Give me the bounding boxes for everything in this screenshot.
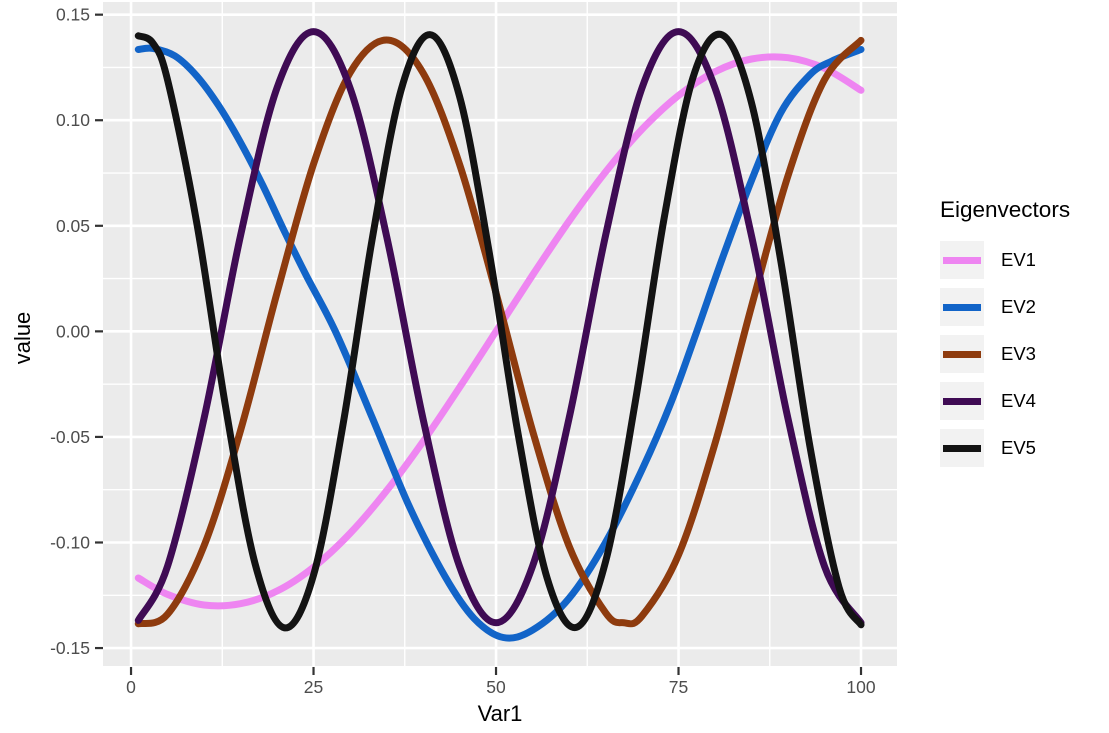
x-tick-label: 0 [126, 677, 136, 697]
series-line-EV5 [134, 30, 865, 632]
legend-key-EV4 [940, 382, 984, 420]
y-tick-label: -0.15 [50, 638, 90, 658]
legend-label-EV4: EV4 [1001, 390, 1036, 411]
legend-key-line-EV2 [943, 303, 981, 311]
y-tick-label: 0.00 [56, 321, 90, 341]
x-tick-label: 50 [486, 677, 506, 697]
legend-label-EV5: EV5 [1001, 437, 1036, 458]
y-tick-label: 0.15 [56, 5, 90, 25]
legend-item-EV3: EV3 [940, 335, 1070, 373]
legend-key-line-EV3 [943, 350, 981, 358]
legend-key-EV3 [940, 335, 984, 373]
y-tick-label: 0.10 [56, 110, 90, 130]
x-tick-label: 25 [304, 677, 323, 697]
y-tick-label: -0.10 [50, 532, 90, 552]
series-line-EV2 [134, 44, 865, 642]
y-axis-title: value [10, 311, 35, 365]
legend-key-line-EV5 [943, 444, 981, 452]
x-tick-label: 100 [846, 677, 875, 697]
series-line-EV4 [134, 28, 865, 627]
legend-item-EV1: EV1 [940, 241, 1070, 279]
legend-item-EV4: EV4 [940, 382, 1070, 420]
legend-item-EV5: EV5 [940, 429, 1070, 467]
legend-key-EV5 [940, 429, 984, 467]
legend-item-EV2: EV2 [940, 288, 1070, 326]
x-tick-label: 75 [669, 677, 688, 697]
legend-key-line-EV1 [943, 256, 981, 264]
legend-label-EV2: EV2 [1001, 296, 1036, 317]
legend-items: EV1 EV2 EV3 EV4 EV5 [940, 241, 1070, 467]
y-tick-label: 0.05 [56, 216, 90, 236]
legend-key-EV1 [940, 241, 984, 279]
x-axis-title: Var1 [477, 701, 523, 726]
legend: Eigenvectors EV1 EV2 EV3 EV4 EV5 [940, 197, 1070, 476]
legend-label-EV3: EV3 [1001, 343, 1036, 364]
legend-label-EV1: EV1 [1001, 249, 1036, 270]
y-tick-label: -0.05 [50, 427, 90, 447]
legend-title: Eigenvectors [940, 197, 1071, 222]
series-line-EV3 [134, 36, 865, 628]
legend-key-EV2 [940, 288, 984, 326]
legend-key-line-EV4 [943, 397, 981, 405]
